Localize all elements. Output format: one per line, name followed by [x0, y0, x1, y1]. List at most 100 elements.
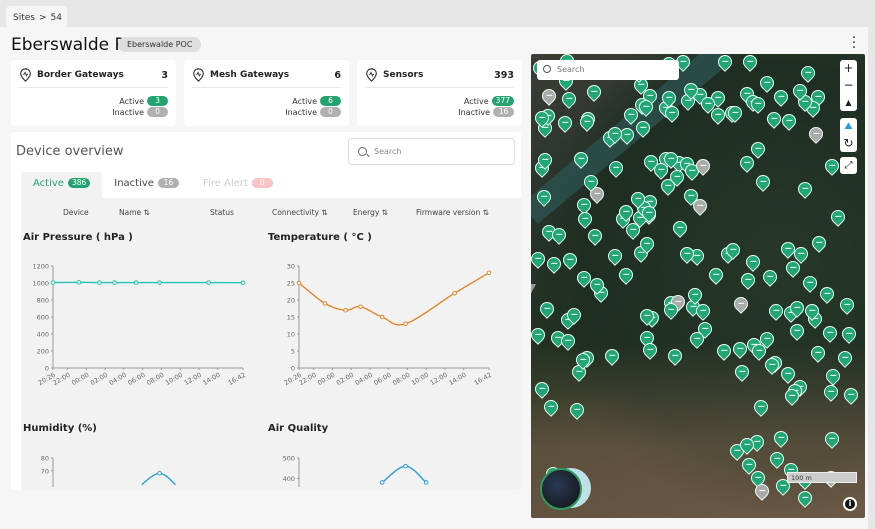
rotate-icon[interactable]: ↻	[843, 136, 854, 150]
sensor-marker[interactable]	[531, 249, 548, 269]
fullscreen-button[interactable]: ⤢	[840, 157, 857, 174]
sensor-marker[interactable]	[605, 246, 625, 266]
sensor-marker[interactable]	[584, 82, 604, 102]
column-device[interactable]: Device	[63, 208, 89, 217]
sensor-marker[interactable]	[575, 209, 595, 229]
sensor-marker[interactable]	[817, 284, 837, 304]
temperature-chart: 05101520253020:2622:0000:0002:0004:0006:…	[283, 263, 493, 388]
sort-icon: ⇅	[482, 208, 489, 217]
sensor-marker[interactable]	[585, 226, 605, 246]
y-tick-label: 5	[291, 348, 295, 356]
zoom-in-button[interactable]: +	[843, 61, 854, 75]
x-tick-label: 22:00	[297, 371, 317, 387]
sensor-marker[interactable]	[809, 233, 829, 253]
data-point	[157, 471, 162, 476]
summary-card[interactable]: Sensors 393 Active 377 Inactive 16	[357, 60, 522, 126]
sensor-marker[interactable]	[743, 252, 763, 272]
sensor-marker[interactable]	[731, 294, 751, 314]
search-placeholder: Search	[557, 65, 585, 74]
y-tick-label: 70	[41, 467, 49, 475]
data-point	[240, 280, 246, 286]
device-search-input[interactable]: Search	[348, 138, 515, 165]
data-point	[403, 463, 408, 469]
summary-card[interactable]: Mesh Gateways 6 Active 6 Inactive 0	[184, 60, 349, 126]
sensor-marker[interactable]	[531, 325, 548, 345]
terrain-icon[interactable]: ⛰	[844, 121, 853, 132]
y-tick-label: 30	[287, 263, 295, 271]
x-tick-label: 00:00	[316, 371, 336, 387]
sensor-marker[interactable]	[544, 254, 564, 274]
x-tick-label: 02:00	[89, 371, 109, 387]
sensor-marker[interactable]	[740, 54, 760, 72]
y-tick-label: 200	[37, 348, 49, 356]
sensor-marker[interactable]	[757, 73, 777, 93]
basemap-switcher[interactable]	[540, 468, 582, 510]
sensor-marker[interactable]	[559, 89, 579, 109]
active-label: Active	[119, 96, 144, 106]
breadcrumb-sites[interactable]: Sites	[13, 13, 35, 23]
data-point	[50, 280, 56, 285]
tab-label: Inactive	[114, 178, 154, 189]
data-point	[358, 304, 363, 310]
sensor-marker[interactable]	[837, 295, 857, 315]
sensor-marker[interactable]	[760, 267, 780, 287]
sensor-marker[interactable]	[537, 299, 557, 319]
data-point	[423, 480, 429, 485]
inactive-label: Inactive	[458, 107, 490, 117]
map-view[interactable]: Search + − ▲ ⛰ ↻ ⤢ 100 m i	[531, 54, 865, 518]
active-count: 3	[147, 96, 168, 106]
map-layer-controls: ⛰ ↻	[840, 118, 857, 152]
count-badge: 386	[67, 178, 91, 188]
sensor-marker[interactable]	[706, 265, 726, 285]
y-tick-label: 20	[287, 297, 295, 305]
sensor-marker[interactable]	[820, 323, 840, 343]
sensor-marker[interactable]	[828, 207, 848, 227]
sensor-marker[interactable]	[738, 270, 758, 290]
column-energy[interactable]: Energy ⇅	[353, 208, 388, 217]
sensor-marker[interactable]	[560, 250, 580, 270]
compass-icon[interactable]: ▲	[845, 98, 852, 107]
sensor-marker[interactable]	[616, 265, 636, 285]
more-options-icon[interactable]: · · ·	[851, 30, 857, 56]
sensor-marker[interactable]	[539, 86, 559, 106]
search-placeholder: Search	[374, 147, 402, 156]
tab-inactive[interactable]: Inactive 16	[102, 172, 191, 198]
sensor-marker[interactable]	[800, 273, 820, 293]
count-badge: 16	[157, 178, 179, 188]
card-title: Mesh Gateways	[210, 70, 290, 80]
sensor-marker[interactable]	[748, 139, 768, 159]
sensor-marker[interactable]	[787, 321, 807, 341]
summary-card[interactable]: Border Gateways 3 Active 3 Inactive 0	[11, 60, 176, 126]
y-tick-label: 15	[287, 314, 295, 322]
sensor-marker[interactable]	[771, 87, 791, 107]
column-name[interactable]: Name ⇅	[119, 208, 150, 217]
column-status[interactable]: Status	[210, 208, 234, 217]
sensor-marker[interactable]	[798, 63, 818, 83]
y-tick-label: 1000	[32, 280, 49, 288]
card-total: 3	[161, 70, 168, 81]
sensor-marker[interactable]	[822, 156, 842, 176]
x-tick-label: 16:42	[473, 371, 493, 387]
column-firmware[interactable]: Firmware version ⇅	[416, 208, 489, 217]
sensor-marker[interactable]	[753, 172, 773, 192]
active-label: Active	[292, 96, 317, 106]
active-label: Active	[463, 96, 489, 106]
sensor-marker[interactable]	[795, 179, 815, 199]
tab-active[interactable]: Active 386	[21, 172, 103, 198]
sensor-marker[interactable]	[737, 153, 757, 173]
sensor-marker[interactable]	[839, 324, 859, 344]
y-tick-label: 1200	[32, 263, 49, 271]
column-connectivity[interactable]: Connectivity ⇅	[272, 208, 328, 217]
sensor-marker[interactable]	[779, 111, 799, 131]
y-tick-label: 10	[287, 331, 295, 339]
sensor-marker[interactable]	[806, 124, 826, 144]
tab-fire-alert[interactable]: Fire Alert 0	[191, 172, 285, 198]
map-search-input[interactable]: Search	[537, 60, 679, 80]
card-title: Border Gateways	[37, 70, 124, 80]
data-point	[97, 280, 102, 285]
x-tick-label: 04:00	[354, 371, 374, 387]
sensor-marker[interactable]	[670, 218, 690, 238]
zoom-out-button[interactable]: −	[843, 78, 854, 92]
sensor-marker[interactable]	[555, 113, 575, 133]
info-icon[interactable]: i	[843, 497, 857, 511]
